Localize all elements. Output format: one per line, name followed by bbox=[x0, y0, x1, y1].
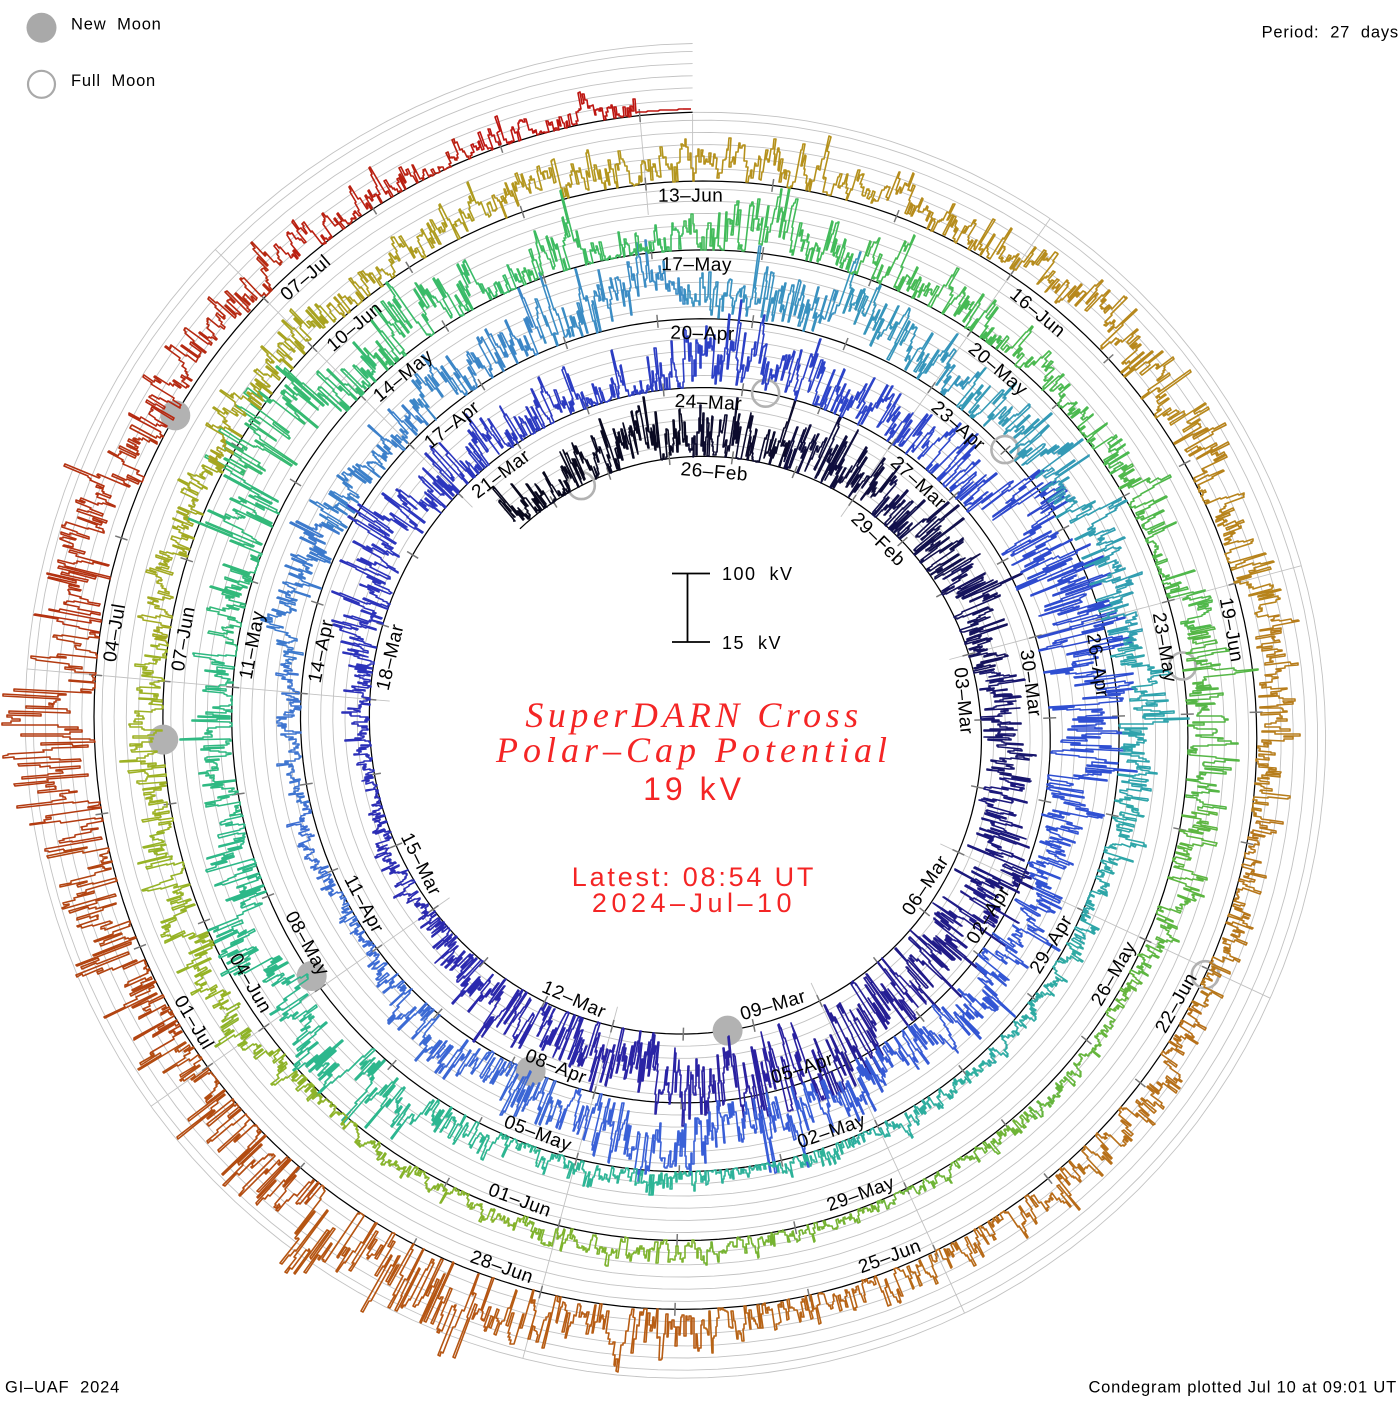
svg-text:Full Moon: Full Moon bbox=[71, 72, 156, 90]
svg-text:15 kV: 15 kV bbox=[722, 633, 782, 653]
svg-text:Period: 27 days: Period: 27 days bbox=[1262, 24, 1399, 42]
svg-text:Condegram plotted Jul 10 at 09: Condegram plotted Jul 10 at 09:01 UT bbox=[1088, 1379, 1397, 1397]
svg-text:100 kV: 100 kV bbox=[722, 564, 794, 584]
svg-text:13–Jun: 13–Jun bbox=[658, 185, 723, 206]
svg-text:20–Apr: 20–Apr bbox=[670, 323, 735, 346]
svg-text:Latest: 08:54 UT: Latest: 08:54 UT bbox=[572, 862, 816, 892]
svg-text:24–Mar: 24–Mar bbox=[674, 391, 743, 415]
svg-text:19 kV: 19 kV bbox=[643, 771, 745, 807]
svg-text:2024–Jul–10: 2024–Jul–10 bbox=[592, 888, 796, 918]
svg-text:SuperDARN Cross: SuperDARN Cross bbox=[525, 695, 862, 735]
svg-text:New Moon: New Moon bbox=[71, 16, 162, 34]
svg-text:Polar–Cap Potential: Polar–Cap Potential bbox=[495, 730, 892, 770]
svg-text:17–May: 17–May bbox=[661, 254, 732, 276]
svg-text:GI–UAF 2024: GI–UAF 2024 bbox=[5, 1379, 120, 1397]
